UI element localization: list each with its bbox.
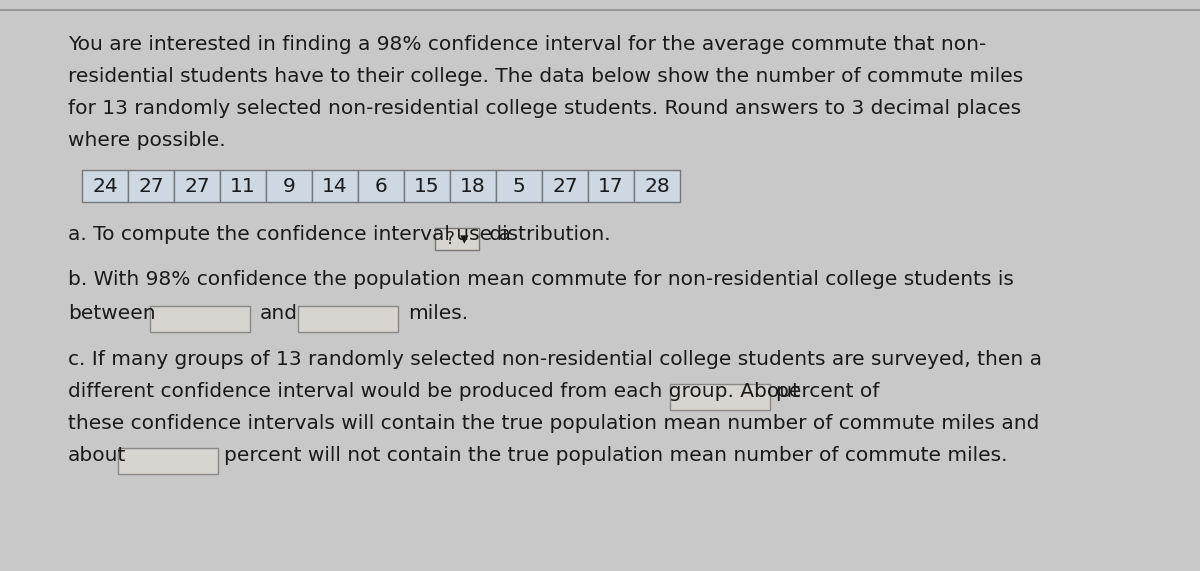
Text: You are interested in finding a 98% confidence interval for the average commute : You are interested in finding a 98% conf…: [68, 35, 986, 54]
Text: 27: 27: [138, 176, 164, 195]
Text: 15: 15: [414, 176, 440, 195]
Bar: [128, 170, 174, 202]
Text: 18: 18: [460, 176, 486, 195]
FancyBboxPatch shape: [150, 306, 250, 332]
Text: for 13 randomly selected non-residential college students. Round answers to 3 de: for 13 randomly selected non-residential…: [68, 99, 1021, 118]
Text: 9: 9: [283, 176, 295, 195]
Bar: [266, 170, 312, 202]
Bar: [450, 170, 496, 202]
Bar: [496, 170, 542, 202]
FancyBboxPatch shape: [298, 306, 398, 332]
Text: b. With 98% confidence the population mean commute for non-residential college s: b. With 98% confidence the population me…: [68, 270, 1014, 289]
Text: distribution.: distribution.: [482, 225, 611, 244]
Text: miles.: miles.: [408, 304, 468, 323]
Bar: [404, 170, 450, 202]
Bar: [634, 170, 680, 202]
Text: residential students have to their college. The data below show the number of co: residential students have to their colle…: [68, 67, 1024, 86]
Text: 6: 6: [374, 176, 388, 195]
Bar: [174, 170, 220, 202]
Text: different confidence interval would be produced from each group. About: different confidence interval would be p…: [68, 382, 800, 401]
Text: a. To compute the confidence interval use a: a. To compute the confidence interval us…: [68, 225, 517, 244]
FancyBboxPatch shape: [118, 448, 218, 474]
Text: ? ▾: ? ▾: [445, 230, 468, 248]
Text: 28: 28: [644, 176, 670, 195]
Text: 24: 24: [92, 176, 118, 195]
Text: percent of: percent of: [776, 382, 880, 401]
FancyBboxPatch shape: [436, 228, 479, 250]
Text: 11: 11: [230, 176, 256, 195]
Text: 27: 27: [184, 176, 210, 195]
Text: between: between: [68, 304, 156, 323]
Bar: [358, 170, 404, 202]
Text: 17: 17: [598, 176, 624, 195]
Text: percent will not contain the true population mean number of commute miles.: percent will not contain the true popula…: [224, 446, 1008, 465]
Text: where possible.: where possible.: [68, 131, 226, 150]
Text: 27: 27: [552, 176, 578, 195]
Text: 14: 14: [322, 176, 348, 195]
Bar: [220, 170, 266, 202]
Text: c. If many groups of 13 randomly selected non-residential college students are s: c. If many groups of 13 randomly selecte…: [68, 350, 1042, 369]
Text: about: about: [68, 446, 126, 465]
Bar: [82, 170, 128, 202]
FancyBboxPatch shape: [670, 384, 770, 410]
Text: these confidence intervals will contain the true population mean number of commu: these confidence intervals will contain …: [68, 414, 1039, 433]
Text: 5: 5: [512, 176, 526, 195]
Bar: [312, 170, 358, 202]
Bar: [588, 170, 634, 202]
Bar: [542, 170, 588, 202]
Text: and: and: [260, 304, 298, 323]
